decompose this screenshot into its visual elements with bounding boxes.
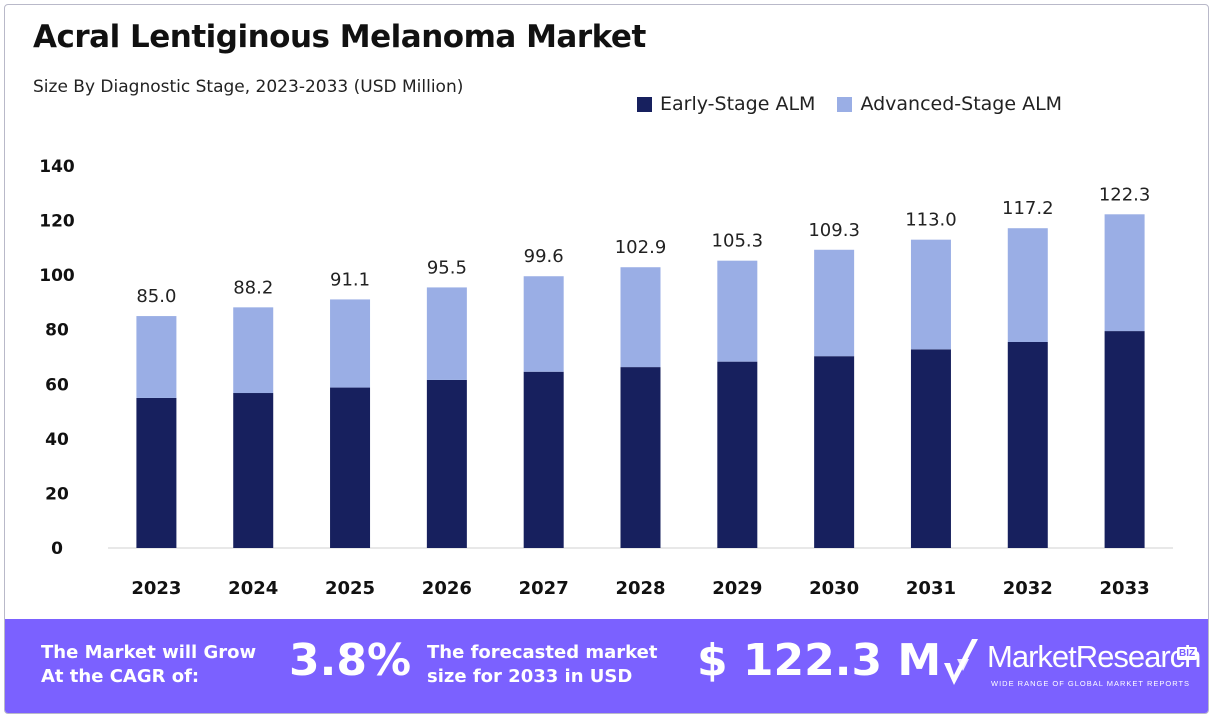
data-label-total: 95.5 (427, 257, 467, 278)
y-tick-label: 40 (45, 430, 69, 450)
bar-early-stage (814, 356, 855, 548)
bar-advanced-stage (1007, 228, 1048, 342)
legend-item-advanced: Advanced-Stage ALM (837, 93, 1062, 115)
bar-early-stage (1007, 341, 1048, 548)
chart-card: Acral Lentiginous Melanoma Market Size B… (4, 4, 1209, 714)
bar-advanced-stage (523, 276, 564, 372)
x-tick-label: 2026 (422, 578, 472, 599)
data-label-total: 105.3 (712, 231, 764, 252)
cagr-caption-line1: The Market will Grow (41, 642, 257, 663)
bar-advanced-stage (910, 239, 951, 350)
y-tick-label: 60 (45, 375, 69, 395)
legend-swatch-early (637, 96, 652, 112)
cagr-value: 3.8% (289, 635, 412, 686)
bar-chart: 0 20 40 60 80 100 120 140 85.0 2023 88.2 2024 91.1 20… (39, 157, 1173, 599)
bar-advanced-stage (717, 260, 758, 362)
data-label-total: 91.1 (330, 269, 370, 290)
bar-advanced-stage (136, 316, 177, 398)
data-label-total: 113.0 (905, 210, 957, 231)
chart-subtitle: Size By Diagnostic Stage, 2023-2033 (USD… (33, 77, 464, 97)
y-tick-label: 140 (39, 157, 75, 177)
x-tick-label: 2023 (131, 578, 181, 599)
bar-early-stage (330, 387, 371, 548)
logo-badge: BIZ (1177, 647, 1198, 660)
data-label-total: 102.9 (615, 237, 667, 258)
bar-advanced-stage (426, 287, 467, 380)
x-tick-label: 2032 (1003, 578, 1053, 599)
bar-early-stage (717, 361, 758, 548)
bar-advanced-stage (814, 249, 855, 357)
bar-advanced-stage (233, 307, 274, 394)
marketresearch-logo: MarketResearch BIZ WIDE RANGE OF GLOBAL … (941, 635, 1203, 701)
y-tick-label: 100 (39, 266, 75, 286)
y-tick-label: 20 (45, 484, 69, 504)
x-tick-label: 2027 (519, 578, 569, 599)
legend-swatch-advanced (837, 96, 853, 112)
bar-early-stage (426, 379, 467, 548)
bar-early-stage (620, 367, 661, 548)
cagr-caption-line2: At the CAGR of: (41, 666, 200, 687)
data-label-total: 122.3 (1099, 184, 1151, 205)
data-label-total: 99.6 (524, 246, 564, 267)
cagr-caption: The Market will Grow At the CAGR of: (41, 641, 256, 689)
y-tick-label: 120 (39, 212, 75, 232)
x-tick-label: 2033 (1100, 578, 1150, 599)
bar-early-stage (910, 349, 951, 548)
forecast-caption-line2: size for 2033 in USD (427, 666, 633, 687)
x-tick-label: 2024 (228, 578, 278, 599)
checkmark-logo-icon (944, 639, 978, 685)
logo-name: MarketResearch (987, 639, 1201, 674)
x-tick-label: 2029 (712, 578, 762, 599)
y-tick-label: 0 (51, 539, 63, 559)
forecast-caption: The forecasted market size for 2033 in U… (427, 641, 657, 689)
logo-tagline: WIDE RANGE OF GLOBAL MARKET REPORTS (991, 679, 1191, 688)
data-label-total: 109.3 (808, 220, 860, 241)
bar-advanced-stage (330, 299, 371, 388)
bar-early-stage (523, 371, 564, 548)
chart-title: Acral Lentiginous Melanoma Market (33, 19, 646, 55)
data-label-total: 85.0 (136, 286, 176, 307)
bar-early-stage (233, 393, 274, 548)
bar-advanced-stage (1104, 214, 1145, 332)
footer-banner: The Market will Grow At the CAGR of: 3.8… (5, 619, 1208, 713)
bar-early-stage (1104, 331, 1145, 548)
forecast-value: $ 122.3 M (697, 635, 942, 686)
y-tick-label: 80 (45, 321, 69, 341)
legend-label-early: Early-Stage ALM (660, 93, 816, 115)
legend-label-advanced: Advanced-Stage ALM (860, 93, 1063, 115)
legend-item-early: Early-Stage ALM (637, 93, 815, 115)
x-tick-label: 2031 (906, 578, 956, 599)
x-tick-label: 2030 (809, 578, 859, 599)
x-tick-label: 2028 (615, 578, 665, 599)
data-label-total: 117.2 (1002, 198, 1054, 219)
data-label-total: 88.2 (233, 277, 273, 298)
bar-early-stage (136, 397, 177, 548)
x-tick-label: 2025 (325, 578, 375, 599)
legend: Early-Stage ALM Advanced-Stage ALM (637, 93, 1084, 115)
forecast-caption-line1: The forecasted market (427, 642, 658, 663)
bar-advanced-stage (620, 267, 661, 368)
